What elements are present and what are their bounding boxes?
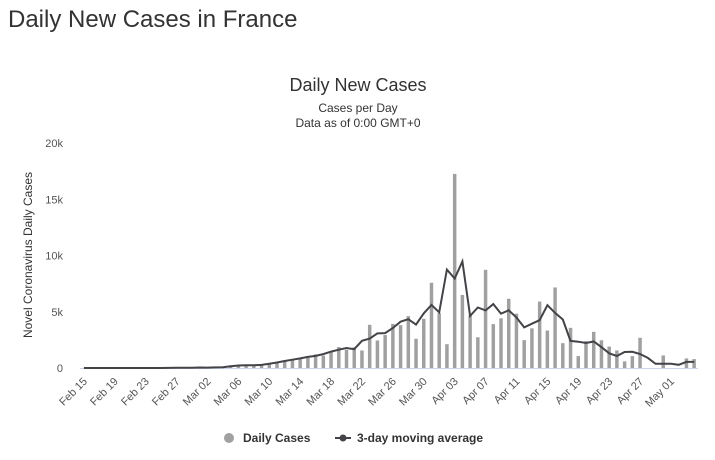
x-tick-label: Apr 03 (429, 376, 460, 407)
daily-cases-bar[interactable] (460, 294, 465, 368)
daily-cases-bar[interactable] (398, 325, 403, 368)
daily-cases-bar[interactable] (329, 352, 333, 368)
daily-cases-bar[interactable] (468, 315, 472, 368)
daily-cases-bar[interactable] (367, 324, 372, 368)
daily-cases-bar[interactable] (298, 358, 302, 368)
x-tick-label: Mar 14 (274, 376, 307, 409)
daily-cases-bar[interactable] (383, 335, 387, 368)
y-axis-ticks: 0 5k 10k 15k 20k (45, 138, 63, 375)
x-tick-label: Mar 18 (304, 376, 337, 409)
x-tick-label: Feb 15 (57, 376, 90, 409)
daily-cases-bar[interactable] (422, 318, 426, 368)
legend-daily-cases-label[interactable]: Daily Cases (243, 431, 311, 445)
daily-cases-bar[interactable] (313, 354, 318, 368)
daily-cases-bar[interactable] (391, 323, 395, 368)
legend-moving-average-label[interactable]: 3-day moving average (357, 431, 483, 445)
daily-cases-bar[interactable] (684, 358, 689, 368)
daily-cases-bar[interactable] (499, 318, 503, 368)
y-tick-label: 10k (45, 251, 63, 263)
daily-cases-bar[interactable] (545, 330, 550, 368)
daily-cases-bar[interactable] (615, 350, 619, 368)
daily-cases-bar[interactable] (337, 347, 341, 368)
x-tick-label: May 01 (643, 376, 677, 410)
daily-cases-bar[interactable] (661, 355, 665, 368)
x-tick-label: Mar 30 (397, 376, 430, 409)
daily-cases-bar[interactable] (476, 337, 480, 368)
daily-cases-bar[interactable] (599, 340, 604, 368)
daily-cases-bar[interactable] (267, 363, 272, 368)
y-tick-label: 5k (51, 307, 63, 319)
chart-subtitle-date: Data as of 0:00 GMT+0 (295, 116, 420, 130)
chart-title: Daily New Cases (289, 75, 426, 95)
daily-cases-bar[interactable] (506, 298, 511, 368)
chart-subtitle: Cases per Day (318, 101, 397, 115)
bars-series (159, 173, 696, 368)
daily-cases-bar[interactable] (607, 346, 611, 368)
x-tick-label: Feb 27 (150, 376, 183, 409)
daily-cases-bar[interactable] (483, 269, 488, 368)
y-axis-label: Novel Coronavirus Daily Cases (21, 172, 35, 338)
daily-cases-bar[interactable] (306, 357, 310, 368)
moving-average-line (83, 257, 695, 369)
y-tick-label: 20k (45, 138, 63, 150)
daily-cases-bar[interactable] (537, 301, 542, 368)
x-tick-label: Apr 23 (584, 376, 615, 407)
y-tick-label: 0 (57, 363, 63, 375)
x-tick-label: Apr 11 (492, 376, 523, 407)
x-tick-label: Mar 06 (212, 376, 245, 409)
daily-cases-bar[interactable] (452, 173, 457, 368)
daily-cases-bar[interactable] (360, 350, 364, 368)
x-tick-label: Apr 19 (553, 376, 584, 407)
daily-cases-bar[interactable] (321, 355, 326, 368)
daily-cases-bar[interactable] (252, 366, 256, 368)
daily-cases-bar[interactable] (290, 359, 295, 368)
daily-cases-bar[interactable] (375, 340, 380, 368)
daily-cases-bar[interactable] (344, 349, 349, 368)
daily-cases-bar[interactable] (429, 282, 434, 368)
daily-cases-bar[interactable] (692, 359, 696, 368)
x-tick-label: Mar 10 (243, 376, 276, 409)
daily-cases-bar[interactable] (553, 287, 557, 368)
daily-cases-bar[interactable] (491, 324, 496, 368)
daily-cases-bar[interactable] (584, 341, 588, 368)
daily-cases-bar[interactable] (576, 356, 581, 368)
daily-cases-bar[interactable] (437, 313, 441, 368)
x-tick-label: Apr 07 (460, 376, 491, 407)
page-title: Daily New Cases in France (8, 6, 298, 33)
daily-cases-bar[interactable] (630, 356, 635, 368)
daily-cases-bar[interactable] (282, 361, 287, 368)
x-tick-label: Feb 19 (88, 376, 121, 409)
daily-cases-bar[interactable] (414, 338, 418, 368)
daily-cases-bar[interactable] (522, 340, 526, 368)
daily-cases-bar[interactable] (259, 364, 264, 368)
x-tick-label: Mar 26 (366, 376, 399, 409)
legend[interactable]: Daily Cases 3-day moving average (224, 431, 483, 445)
x-tick-label: Mar 22 (335, 376, 368, 409)
daily-cases-bar[interactable] (406, 316, 411, 368)
daily-cases-bar[interactable] (445, 344, 449, 368)
daily-cases-bar[interactable] (228, 366, 233, 368)
daily-cases-bar[interactable] (352, 347, 356, 368)
x-tick-label: Feb 23 (119, 376, 152, 409)
x-tick-label: Mar 02 (181, 376, 214, 409)
daily-cases-bar[interactable] (638, 337, 642, 368)
daily-cases-bar[interactable] (530, 328, 534, 368)
legend-moving-average-dot[interactable] (339, 434, 347, 442)
x-tick-label: Apr 15 (522, 376, 553, 407)
y-tick-label: 15k (45, 194, 63, 206)
daily-cases-bar[interactable] (622, 361, 627, 368)
daily-cases-bar[interactable] (514, 313, 519, 368)
x-tick-label: Apr 27 (615, 376, 646, 407)
daily-cases-bar[interactable] (244, 364, 248, 368)
daily-cases-bar[interactable] (568, 327, 573, 368)
legend-daily-cases-symbol[interactable] (224, 433, 234, 443)
daily-cases-bar[interactable] (591, 331, 596, 368)
daily-cases-bar[interactable] (561, 343, 565, 368)
daily-cases-bar[interactable] (275, 362, 279, 368)
